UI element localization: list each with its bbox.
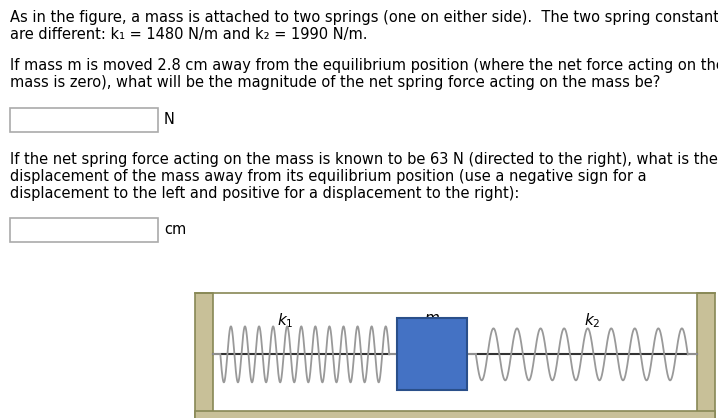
Text: mass is zero), what will be the magnitude of the net spring force acting on the : mass is zero), what will be the magnitud…: [10, 75, 661, 90]
Bar: [195, 293, 213, 418]
Text: $m$: $m$: [424, 311, 439, 326]
Bar: [396, 319, 467, 390]
Bar: [195, 411, 715, 418]
Text: displacement to the left and positive for a displacement to the right):: displacement to the left and positive fo…: [10, 186, 519, 201]
Text: cm: cm: [164, 222, 186, 237]
Text: As in the figure, a mass is attached to two springs (one on either side).  The t: As in the figure, a mass is attached to …: [10, 10, 718, 25]
Text: $k_1$: $k_1$: [276, 311, 293, 330]
Text: displacement of the mass away from its equilibrium position (use a negative sign: displacement of the mass away from its e…: [10, 169, 647, 184]
Text: are different: k₁ = 1480 N/m and k₂ = 1990 N/m.: are different: k₁ = 1480 N/m and k₂ = 19…: [10, 27, 368, 42]
Bar: [697, 293, 715, 418]
Text: $k_2$: $k_2$: [584, 311, 600, 330]
Text: N: N: [164, 112, 175, 127]
Bar: [10, 218, 158, 242]
Text: If mass m is moved 2.8 cm away from the equilibrium position (where the net forc: If mass m is moved 2.8 cm away from the …: [10, 58, 718, 73]
Text: If the net spring force acting on the mass is known to be 63 N (directed to the : If the net spring force acting on the ma…: [10, 152, 718, 167]
Bar: [10, 108, 158, 132]
